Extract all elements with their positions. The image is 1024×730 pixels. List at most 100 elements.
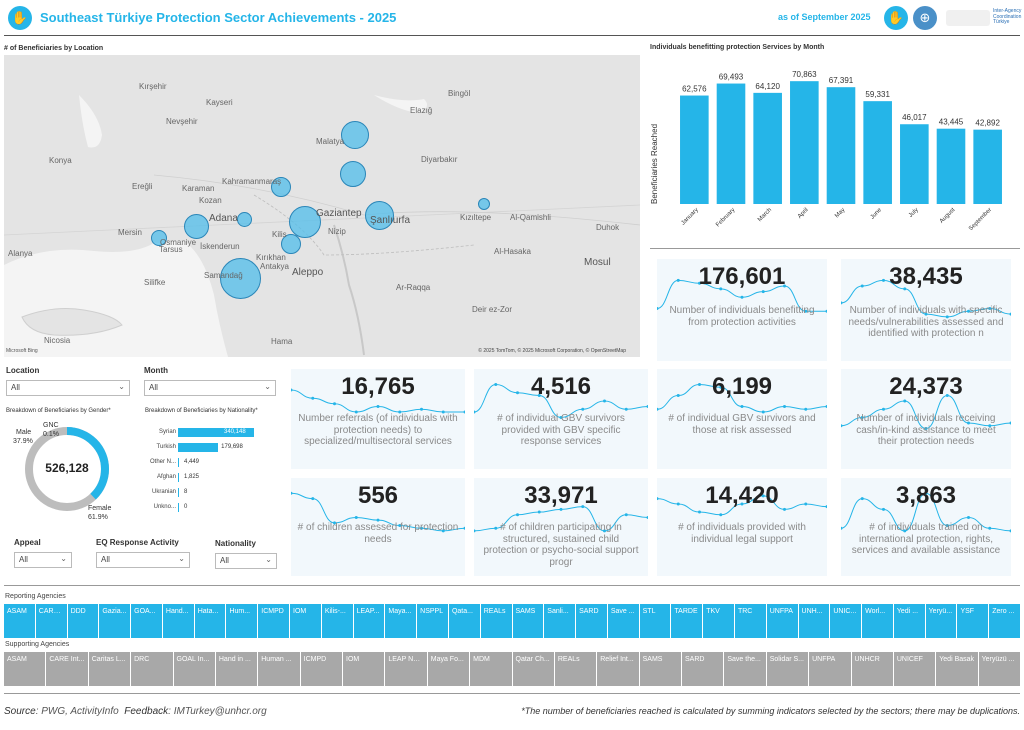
kpi-card[interactable]: 38,435 Number of individuals with specifi…: [841, 259, 1011, 361]
month-bar[interactable]: [863, 101, 892, 204]
reporting-agency-tile[interactable]: ICMPD: [258, 604, 290, 638]
reporting-agency-tile[interactable]: Hand...: [162, 604, 194, 638]
kpi-card[interactable]: 6,199 # of individual GBV survivors and t…: [657, 369, 827, 469]
supporting-agency-tile[interactable]: Yedi Basak: [936, 652, 978, 686]
nationality-bar[interactable]: [178, 473, 179, 482]
location-bubble[interactable]: [340, 161, 366, 187]
supporting-agency-tile[interactable]: Hand in ...: [215, 652, 258, 686]
reporting-agency-tile[interactable]: Hum...: [226, 604, 258, 638]
location-bubble[interactable]: [237, 212, 252, 227]
reporting-agency-tile[interactable]: UNIC...: [830, 604, 862, 638]
eq-response-dropdown[interactable]: All ⌄: [96, 552, 190, 568]
supporting-agency-tile[interactable]: REALs: [554, 652, 597, 686]
supporting-agency-tile[interactable]: CARE Int...: [46, 652, 88, 686]
supporting-agency-tile[interactable]: LEAP NGO: [385, 652, 427, 686]
reporting-agency-tile[interactable]: ASAM: [4, 604, 35, 638]
reporting-agency-tile[interactable]: Sanli...: [544, 604, 576, 638]
kpi-card[interactable]: 24,373 Number of individuals receiving ca…: [841, 369, 1011, 469]
supporting-agency-tile[interactable]: UNFPA: [809, 652, 851, 686]
supporting-agency-tile[interactable]: GOAL In...: [173, 652, 215, 686]
supporting-agency-tile[interactable]: IOM: [343, 652, 385, 686]
reporting-agency-tile[interactable]: Zero ...: [989, 604, 1020, 638]
location-bubble[interactable]: [151, 230, 167, 246]
reporting-agency-tile[interactable]: SAMS: [512, 604, 544, 638]
reporting-agency-tile[interactable]: Yeryü...: [925, 604, 957, 638]
month-bar[interactable]: [936, 128, 966, 204]
nationality-bar[interactable]: [178, 443, 219, 452]
month-bar[interactable]: [753, 92, 782, 204]
reporting-agency-tile[interactable]: UNH...: [798, 604, 830, 638]
reporting-agency-tile[interactable]: DDD: [67, 604, 99, 638]
reporting-agency-tile[interactable]: SARD: [576, 604, 607, 638]
location-bubble[interactable]: [281, 234, 301, 254]
month-bar[interactable]: [826, 87, 856, 204]
supporting-agency-tile[interactable]: Yeryüzü ...: [978, 652, 1020, 686]
appeal-dropdown[interactable]: All ⌄: [14, 552, 72, 568]
month-bar[interactable]: [680, 95, 709, 204]
month-bar[interactable]: [716, 83, 746, 204]
reporting-agency-tile[interactable]: Qata...: [448, 604, 480, 638]
supporting-agency-tile[interactable]: Qatar Ch...: [512, 652, 554, 686]
nationality-bar[interactable]: [178, 428, 254, 437]
kpi-card[interactable]: 3,863 # of individuals trained on interna…: [841, 478, 1011, 576]
location-bubble[interactable]: [478, 198, 490, 210]
reporting-agency-tile[interactable]: Worl...: [862, 604, 893, 638]
reporting-agency-tile[interactable]: IOM: [290, 604, 321, 638]
supporting-agency-tile[interactable]: Human ...: [258, 652, 300, 686]
supporting-agency-tile[interactable]: SAMS: [639, 652, 681, 686]
location-bubble[interactable]: [271, 177, 291, 197]
kpi-card[interactable]: 16,765 Number referrals (of individuals w…: [291, 369, 465, 469]
nationality-bar[interactable]: [178, 488, 179, 497]
kpi-card[interactable]: 33,971 # of children participating in str…: [474, 478, 648, 576]
reporting-agency-tile[interactable]: Maya...: [385, 604, 417, 638]
kpi-card[interactable]: 556 # of children assessed for protection…: [291, 478, 465, 576]
supporting-agency-tile[interactable]: Solidar S...: [766, 652, 809, 686]
nationality-bar[interactable]: [178, 503, 179, 512]
supporting-agency-tile[interactable]: UNICEF: [893, 652, 936, 686]
reporting-agency-tile[interactable]: Kilis-...: [321, 604, 353, 638]
location-bubble[interactable]: [289, 206, 321, 238]
supporting-agency-tile[interactable]: ICMPD: [300, 652, 342, 686]
supporting-agency-tile[interactable]: ASAM: [4, 652, 46, 686]
reporting-agency-tile[interactable]: CARE ...: [35, 604, 67, 638]
month-dropdown[interactable]: All ⌄: [144, 380, 276, 396]
reporting-agency-tile[interactable]: LEAP...: [353, 604, 385, 638]
supporting-agency-tile[interactable]: UNHCR: [851, 652, 893, 686]
reporting-agency-tile[interactable]: Yedi ...: [893, 604, 925, 638]
reporting-agency-tile[interactable]: STL: [639, 604, 671, 638]
kpi-card[interactable]: 4,516 # of individual GBV survivors provi…: [474, 369, 648, 469]
reporting-agency-tile[interactable]: NSPPL: [417, 604, 448, 638]
location-dropdown[interactable]: All ⌄: [6, 380, 130, 396]
beneficiaries-map[interactable]: Kırşehir Kayseri Nevşehir Konya Ereğli Karama…: [4, 55, 640, 357]
reporting-agency-tile[interactable]: TRC: [734, 604, 766, 638]
map-attribution[interactable]: © 2025 TomTom, © 2025 Microsoft Corporat…: [478, 348, 626, 354]
location-bubble[interactable]: [184, 214, 209, 239]
feedback-email-link[interactable]: : IMTurkey@unhcr.org: [168, 706, 267, 717]
nationality-dropdown[interactable]: All ⌄: [215, 553, 277, 569]
supporting-agency-tile[interactable]: Save the...: [724, 652, 766, 686]
supporting-agency-tile[interactable]: SARD: [682, 652, 724, 686]
supporting-agency-tile[interactable]: Maya Fo...: [427, 652, 470, 686]
reporting-agency-tile[interactable]: Gazia...: [99, 604, 131, 638]
reporting-agency-tile[interactable]: UNFPA: [766, 604, 798, 638]
nationality-bar[interactable]: [178, 458, 179, 467]
supporting-agency-tile[interactable]: Relief Int...: [597, 652, 639, 686]
location-bubble[interactable]: [341, 121, 369, 149]
kpi-card[interactable]: 176,601 Number of individuals benefitting…: [657, 259, 827, 361]
reporting-agency-tile[interactable]: TKV: [703, 604, 734, 638]
location-bubble[interactable]: [365, 201, 394, 230]
supporting-agency-tile[interactable]: MDM: [470, 652, 512, 686]
reporting-agency-tile[interactable]: GOA...: [131, 604, 162, 638]
month-bar[interactable]: [900, 124, 929, 204]
location-bubble[interactable]: [220, 258, 261, 299]
reporting-agency-tile[interactable]: REALs: [480, 604, 512, 638]
month-bar[interactable]: [790, 81, 819, 204]
kpi-card[interactable]: 14,420 # of individuals provided with ind…: [657, 478, 827, 576]
supporting-agency-tile[interactable]: Caritas L...: [88, 652, 131, 686]
supporting-agency-tile[interactable]: DRC: [131, 652, 173, 686]
reporting-agency-tile[interactable]: YSF: [957, 604, 989, 638]
reporting-agency-tile[interactable]: Hata...: [194, 604, 226, 638]
reporting-agency-tile[interactable]: Save ...: [607, 604, 639, 638]
reporting-agency-tile[interactable]: TARDE: [671, 604, 703, 638]
month-bar[interactable]: [973, 129, 1002, 204]
